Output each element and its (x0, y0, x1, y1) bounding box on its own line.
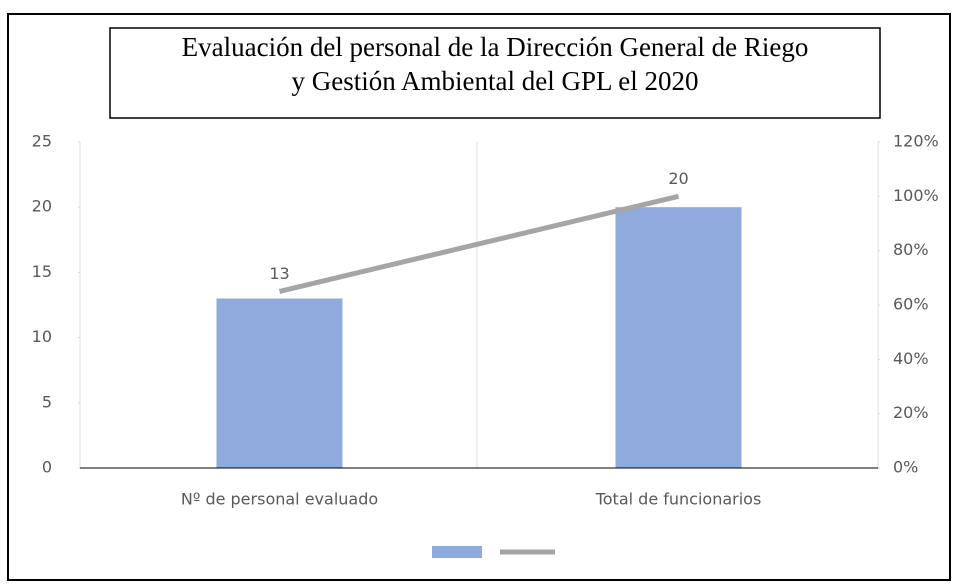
bar (615, 207, 742, 468)
data-label: 13 (269, 264, 289, 283)
y-tick-label: 20 (32, 197, 52, 216)
y-tick-label: 5 (42, 392, 52, 411)
line (278, 193, 680, 294)
y-tick-label: 10 (32, 327, 52, 346)
title-wrap: Evaluación del personal de la Dirección … (181, 32, 809, 96)
y-tick-label: 0 (42, 458, 52, 477)
title-box (109, 27, 881, 119)
x-tick-label: Nº de personal evaluado (181, 490, 378, 509)
y2-tick-label: 0% (893, 458, 918, 477)
y2-tick-label: 20% (893, 403, 929, 422)
data-label: 20 (668, 169, 688, 188)
y2-tick-label: 60% (893, 295, 929, 314)
y-tick-label: 15 (32, 262, 52, 281)
y-tick-label: 25 (32, 132, 52, 151)
legend-swatch (432, 546, 482, 558)
chart-title: Evaluación del personal de la Dirección … (181, 32, 809, 96)
bar (216, 298, 343, 468)
y2-tick-label: 40% (893, 349, 929, 368)
y2-tick-label: 80% (893, 240, 929, 259)
y2-tick-label: 120% (893, 132, 939, 151)
y2-tick-label: 100% (893, 186, 939, 205)
x-tick-label: Total de funcionarios (595, 490, 762, 509)
